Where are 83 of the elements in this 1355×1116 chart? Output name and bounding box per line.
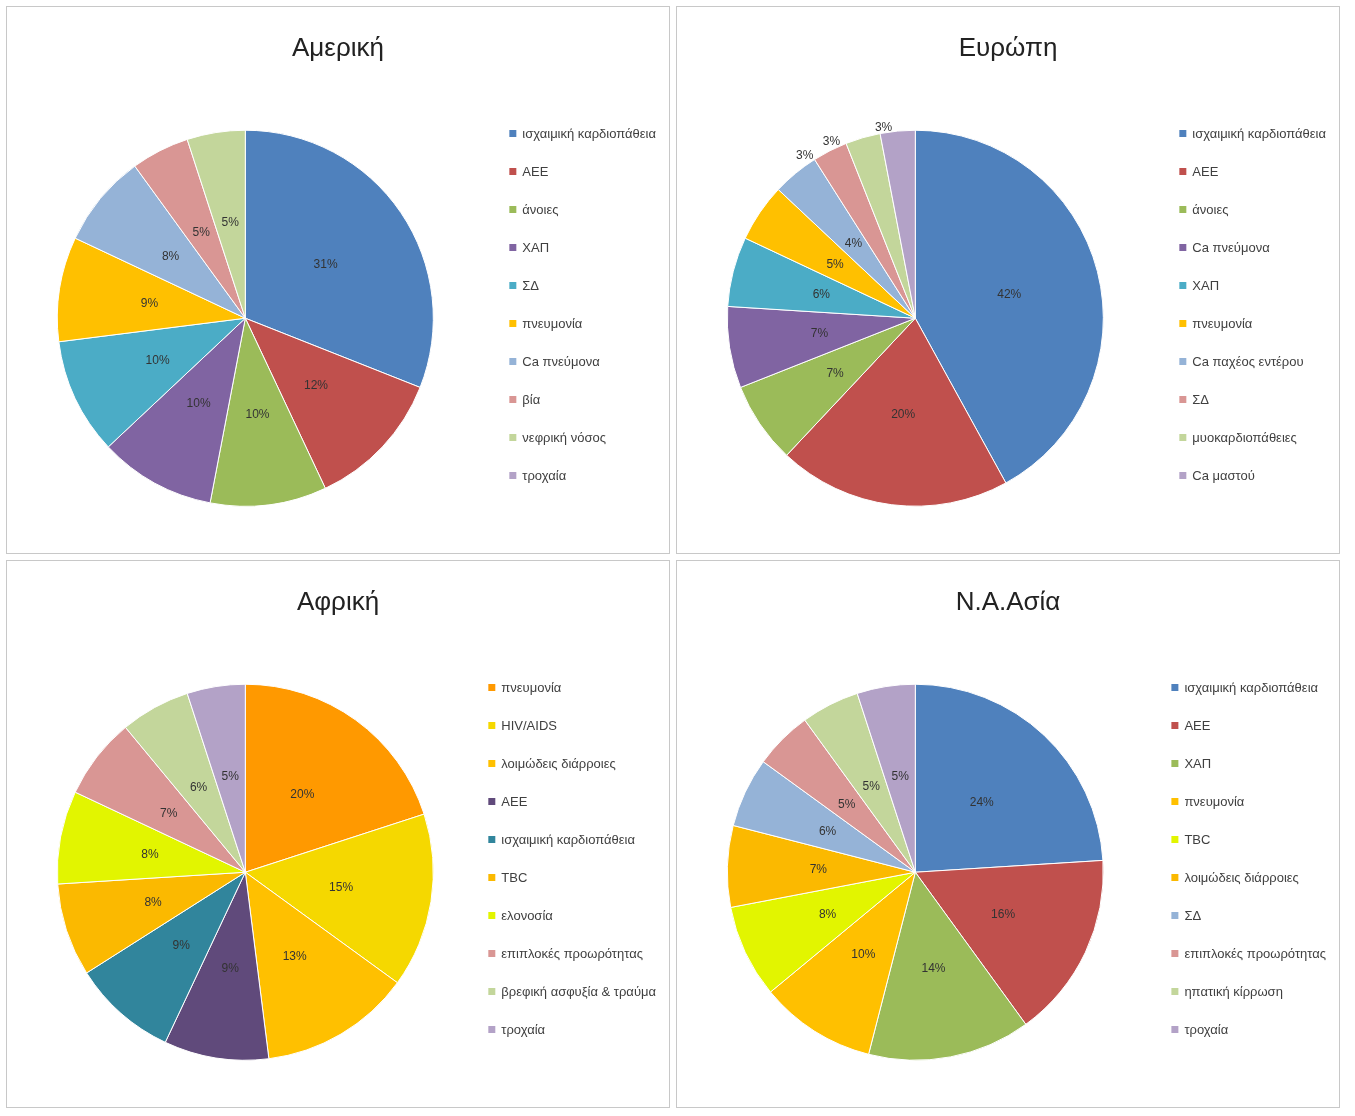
- data-label: 3%: [874, 120, 893, 135]
- legend-label: ισχαιμική καρδιοπάθεια: [1184, 680, 1319, 695]
- legend-label: ΧΑΠ: [1184, 756, 1212, 771]
- legend-label: ελονοσία: [501, 908, 554, 923]
- chart-title: Ν.Α.Ασία: [955, 586, 1061, 616]
- data-label: 20%: [891, 407, 916, 422]
- data-label: 31%: [313, 256, 338, 271]
- legend-label: ΣΔ: [1184, 908, 1202, 923]
- data-label: 7%: [826, 365, 845, 380]
- data-label: 20%: [290, 786, 315, 801]
- data-label: 16%: [991, 906, 1016, 921]
- data-label: 5%: [221, 215, 240, 230]
- data-label: 9%: [140, 296, 159, 311]
- legend-label: HIV/AIDS: [501, 718, 558, 733]
- legend-label: πνευμονία: [522, 316, 583, 331]
- legend-label: πνευμονία: [501, 680, 562, 695]
- data-label: 5%: [221, 769, 240, 784]
- legend-label: ΑΕΕ: [1192, 164, 1219, 179]
- data-label: 4%: [844, 236, 863, 251]
- chart-title: Ευρώπη: [958, 32, 1058, 62]
- data-label: 9%: [221, 961, 240, 976]
- data-label: 10%: [851, 947, 876, 962]
- legend-label: επιπλοκές προωρότητας: [1184, 946, 1327, 961]
- data-label: 8%: [161, 249, 180, 264]
- data-label: 6%: [812, 287, 831, 302]
- legend-label: ισχαιμική καρδιοπάθεια: [1192, 126, 1327, 141]
- legend-label: τροχαία: [1184, 1022, 1229, 1037]
- legend-label: ΑΕΕ: [522, 164, 549, 179]
- data-label: 5%: [838, 796, 856, 811]
- data-label: 10%: [245, 407, 270, 422]
- chart-title: Αμερική: [292, 32, 384, 62]
- legend-label: ισχαιμική καρδιοπάθεια: [501, 832, 636, 847]
- data-label: 12%: [304, 377, 329, 392]
- legend-label: TBC: [1184, 832, 1211, 847]
- legend-label: άνοιες: [522, 202, 559, 217]
- legend-label: τροχαία: [501, 1022, 546, 1037]
- legend-label: λοιμώδεις διάρροιες: [1184, 870, 1299, 885]
- data-label: 5%: [192, 224, 211, 239]
- data-label: 10%: [145, 352, 170, 367]
- legend-label: πνευμονία: [1192, 316, 1253, 331]
- legend-label: επιπλοκές προωρότητας: [501, 946, 643, 961]
- legend-label: βρεφική ασφυξία & τραύμα: [501, 984, 657, 999]
- data-label: 8%: [141, 847, 160, 862]
- data-label: 5%: [891, 769, 910, 784]
- data-label: 7%: [809, 862, 828, 877]
- legend-label: ΧΑΠ: [522, 240, 550, 255]
- data-label: 10%: [186, 396, 211, 411]
- data-label: 6%: [818, 823, 837, 838]
- legend-label: Ca πνεύμονα: [1192, 240, 1271, 255]
- data-label: 5%: [862, 778, 881, 793]
- data-label: 3%: [822, 134, 841, 149]
- legend-label: Ca μαστού: [1192, 468, 1255, 483]
- chart-title: Αφρική: [296, 586, 380, 616]
- data-label: 24%: [969, 794, 995, 809]
- legend-label: ισχαιμική καρδιοπάθεια: [522, 126, 657, 141]
- legend-label: βία: [522, 392, 541, 407]
- data-label: 7%: [160, 805, 178, 820]
- legend-label: ΑΕΕ: [1184, 718, 1211, 733]
- data-label: 42%: [997, 287, 1022, 302]
- legend-label: τροχαία: [522, 468, 567, 483]
- data-label: 9%: [172, 937, 191, 952]
- legend-label: λοιμώδεις διάρροιες: [501, 756, 616, 771]
- data-label: 6%: [189, 780, 208, 795]
- data-label: 5%: [826, 256, 845, 271]
- data-label: 8%: [818, 906, 837, 921]
- data-label: 14%: [921, 960, 946, 975]
- data-label: 13%: [282, 948, 308, 963]
- legend-label: Ca παχέος εντέρου: [1192, 354, 1304, 369]
- legend-label: Ca πνεύμονα: [522, 354, 601, 369]
- legend-label: ηπατική κίρρωση: [1184, 984, 1283, 999]
- legend-label: ΑΕΕ: [501, 794, 528, 809]
- legend-label: νεφρική νόσος: [522, 430, 606, 445]
- data-label: 15%: [329, 880, 354, 895]
- data-label: 8%: [144, 895, 163, 910]
- legend-label: ΣΔ: [522, 278, 540, 293]
- data-label: 7%: [810, 326, 829, 341]
- legend-label: άνοιες: [1192, 202, 1229, 217]
- data-label: 3%: [796, 148, 814, 163]
- legend-label: ΧΑΠ: [1192, 278, 1220, 293]
- legend-label: μυοκαρδιοπάθειες: [1192, 430, 1297, 445]
- legend-label: TBC: [501, 870, 528, 885]
- legend-label: ΣΔ: [1192, 392, 1210, 407]
- legend-label: πνευμονία: [1184, 794, 1245, 809]
